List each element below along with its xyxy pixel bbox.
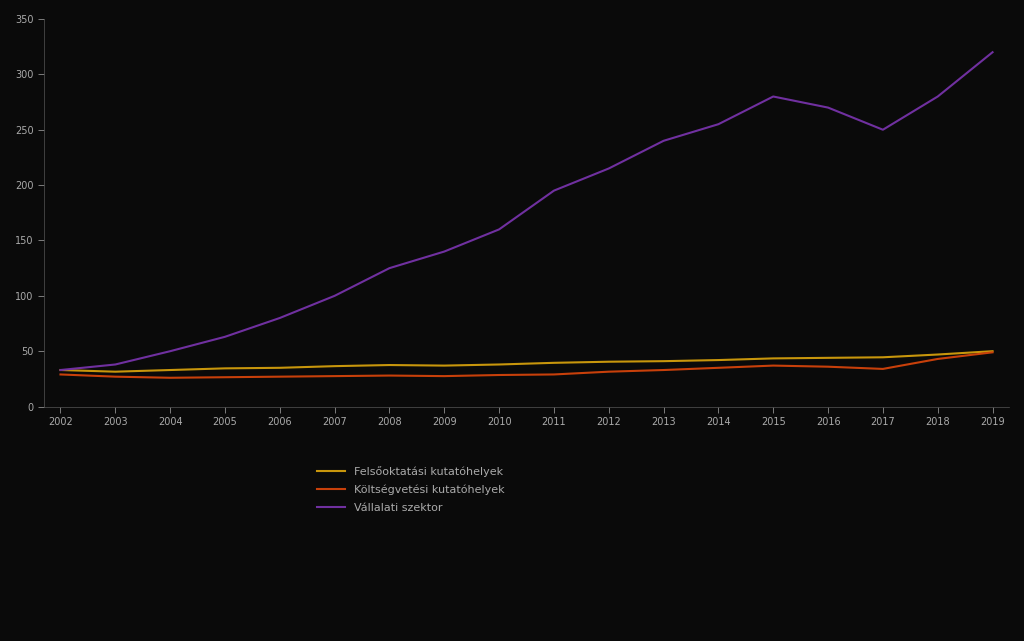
Költségvetési kutatóhelyek [164,374,176,381]
Vállalati szektor [822,104,835,112]
Költségvetési kutatóhelyek [493,371,505,379]
Felsőoktatási kutatóhelyek [273,364,286,372]
Felsőoktatási kutatóhelyek [54,366,67,374]
Felsőoktatási kutatóhelyek [602,358,614,365]
Vállalati szektor [273,314,286,322]
Line: Felsőoktatási kutatóhelyek: Felsőoktatási kutatóhelyek [60,351,992,372]
Költségvetési kutatóhelyek [932,355,944,363]
Vállalati szektor [329,292,341,300]
Felsőoktatási kutatóhelyek [877,353,889,361]
Vállalati szektor [383,264,395,272]
Költségvetési kutatóhelyek [383,372,395,379]
Vállalati szektor [548,187,560,194]
Költségvetési kutatóhelyek [438,372,451,380]
Vállalati szektor [219,333,231,340]
Felsőoktatási kutatóhelyek [767,354,779,362]
Vállalati szektor [164,347,176,355]
Költségvetési kutatóhelyek [329,372,341,380]
Költségvetési kutatóhelyek [822,363,835,370]
Vállalati szektor [986,48,998,56]
Költségvetési kutatóhelyek [602,368,614,376]
Felsőoktatási kutatóhelyek [986,347,998,355]
Vállalati szektor [493,226,505,233]
Line: Vállalati szektor: Vállalati szektor [60,52,992,370]
Line: Költségvetési kutatóhelyek: Költségvetési kutatóhelyek [60,353,992,378]
Legend: Felsőoktatási kutatóhelyek, Költségvetési kutatóhelyek, Vállalati szektor: Felsőoktatási kutatóhelyek, Költségvetés… [312,462,509,517]
Felsőoktatási kutatóhelyek [383,361,395,369]
Felsőoktatási kutatóhelyek [548,359,560,367]
Felsőoktatási kutatóhelyek [164,366,176,374]
Vállalati szektor [713,121,725,128]
Felsőoktatási kutatóhelyek [657,357,670,365]
Felsőoktatási kutatóhelyek [713,356,725,364]
Vállalati szektor [657,137,670,145]
Felsőoktatási kutatóhelyek [493,361,505,369]
Vállalati szektor [932,93,944,101]
Költségvetési kutatóhelyek [657,366,670,374]
Vállalati szektor [602,165,614,172]
Vállalati szektor [110,361,122,369]
Költségvetési kutatóhelyek [877,365,889,373]
Költségvetési kutatóhelyek [54,370,67,378]
Felsőoktatási kutatóhelyek [822,354,835,362]
Vállalati szektor [877,126,889,133]
Költségvetési kutatóhelyek [986,349,998,356]
Felsőoktatási kutatóhelyek [110,368,122,376]
Költségvetési kutatóhelyek [110,373,122,381]
Felsőoktatási kutatóhelyek [438,362,451,369]
Költségvetési kutatóhelyek [219,373,231,381]
Vállalati szektor [767,93,779,101]
Költségvetési kutatóhelyek [767,362,779,369]
Költségvetési kutatóhelyek [273,373,286,381]
Költségvetési kutatóhelyek [713,364,725,372]
Felsőoktatási kutatóhelyek [219,365,231,372]
Költségvetési kutatóhelyek [548,370,560,378]
Felsőoktatási kutatóhelyek [329,362,341,370]
Vállalati szektor [54,366,67,374]
Felsőoktatási kutatóhelyek [932,351,944,358]
Vállalati szektor [438,247,451,255]
